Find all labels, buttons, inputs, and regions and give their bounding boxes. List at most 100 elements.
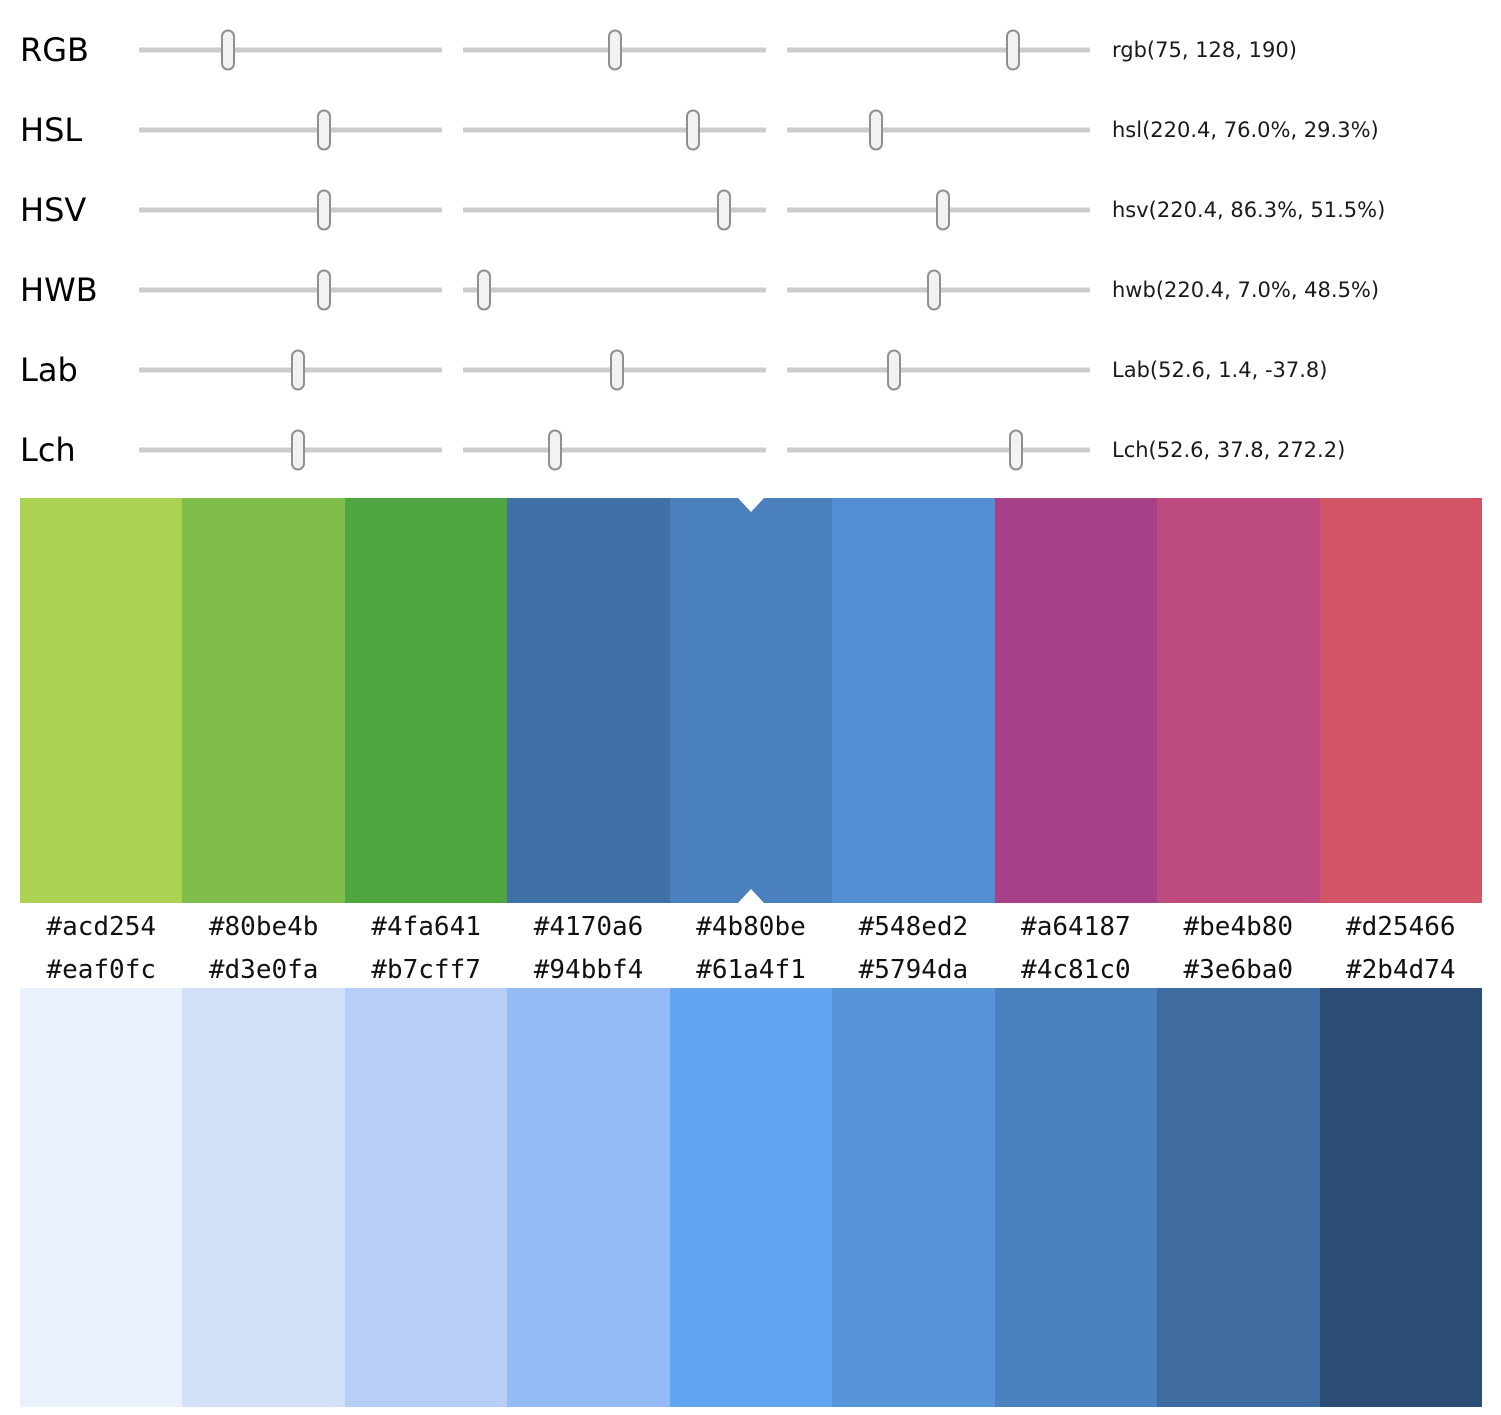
hex-label: #acd254	[46, 912, 156, 942]
palette-swatch[interactable]	[1157, 988, 1320, 1407]
slider-track	[139, 367, 442, 373]
palette-swatch[interactable]	[344, 988, 508, 1407]
slider-thumb[interactable]	[936, 189, 951, 231]
slider-track	[463, 207, 766, 213]
palette-swatch[interactable]	[507, 498, 670, 903]
slider-track	[787, 127, 1090, 133]
row-label-hsv: HSV	[20, 191, 87, 229]
slider-hsl-lightness[interactable]	[787, 107, 1090, 153]
palette-swatch[interactable]	[182, 498, 345, 903]
palette-swatch[interactable]	[20, 988, 183, 1407]
hex-label: #d3e0fa	[208, 954, 319, 985]
slider-thumb[interactable]	[1009, 429, 1024, 471]
slider-row-hsv: HSV hsv(220.4, 86.3%, 51.5%)	[0, 170, 1501, 250]
row-label-lab: Lab	[20, 351, 78, 389]
slider-lch-h[interactable]	[787, 427, 1090, 473]
slider-track	[139, 447, 442, 453]
hex-label: #4c81c0	[1021, 954, 1131, 985]
slider-thumb[interactable]	[686, 109, 701, 151]
slider-track	[463, 447, 766, 453]
color-value-hsl: hsl(220.4, 76.0%, 29.3%)	[1112, 118, 1379, 142]
color-value-rgb: rgb(75, 128, 190)	[1112, 38, 1297, 62]
slider-track	[463, 127, 766, 133]
slider-hsv-value[interactable]	[787, 187, 1090, 233]
slider-lab-l[interactable]	[139, 347, 442, 393]
palette-swatch-selected[interactable]	[669, 498, 833, 903]
palette-swatch[interactable]	[832, 498, 995, 903]
hue-palette	[20, 498, 1482, 903]
slider-thumb[interactable]	[1005, 29, 1020, 71]
slider-thumb[interactable]	[221, 29, 236, 71]
palette-swatch[interactable]	[20, 498, 183, 903]
palette-swatch[interactable]	[994, 498, 1158, 903]
hex-label: #b7cff7	[371, 954, 481, 985]
lightness-palette-hex-labels: #eaf0fc #d3e0fa #b7cff7 #94bbf4 #61a4f1 …	[20, 951, 1482, 988]
palette-swatch[interactable]	[344, 498, 508, 903]
slider-rgb-blue[interactable]	[787, 27, 1090, 73]
slider-thumb[interactable]	[887, 349, 902, 391]
hex-label: #4b80be	[696, 912, 806, 942]
slider-hwb-hue[interactable]	[139, 267, 442, 313]
slider-hsv-saturation[interactable]	[463, 187, 766, 233]
slider-track	[787, 447, 1090, 453]
hex-label: #be4b80	[1183, 912, 1294, 942]
palette-swatch[interactable]	[182, 988, 345, 1407]
palette-swatch[interactable]	[1319, 988, 1482, 1407]
slider-lab-a[interactable]	[463, 347, 766, 393]
hex-label: #4fa641	[371, 912, 481, 942]
slider-thumb[interactable]	[291, 429, 306, 471]
row-label-lch: Lch	[20, 431, 76, 469]
palette-swatch[interactable]	[669, 988, 833, 1407]
slider-lch-c[interactable]	[463, 427, 766, 473]
slider-rgb-red[interactable]	[139, 27, 442, 73]
slider-thumb[interactable]	[477, 269, 492, 311]
slider-hsv-hue[interactable]	[139, 187, 442, 233]
hex-label: #94bbf4	[533, 954, 644, 985]
slider-hwb-blackness[interactable]	[787, 267, 1090, 313]
hex-label: #3e6ba0	[1183, 954, 1294, 985]
hex-label: #d25466	[1345, 912, 1456, 942]
slider-hsl-hue[interactable]	[139, 107, 442, 153]
slider-thumb[interactable]	[317, 109, 332, 151]
slider-track	[463, 287, 766, 293]
hex-label: #5794da	[858, 954, 969, 985]
slider-thumb[interactable]	[291, 349, 306, 391]
palette-swatch[interactable]	[832, 988, 995, 1407]
slider-thumb[interactable]	[317, 269, 332, 311]
slider-thumb[interactable]	[317, 189, 332, 231]
slider-thumb[interactable]	[608, 29, 623, 71]
row-label-hwb: HWB	[20, 271, 98, 309]
slider-thumb[interactable]	[717, 189, 732, 231]
hex-label: #a64187	[1021, 912, 1131, 942]
row-label-hsl: HSL	[20, 111, 83, 149]
palette-swatch[interactable]	[1319, 498, 1482, 903]
slider-lch-l[interactable]	[139, 427, 442, 473]
slider-track	[139, 207, 442, 213]
palette-swatch[interactable]	[507, 988, 670, 1407]
hex-label: #2b4d74	[1345, 954, 1456, 985]
slider-track	[787, 367, 1090, 373]
row-label-rgb: RGB	[20, 31, 89, 69]
slider-row-hwb: HWB hwb(220.4, 7.0%, 48.5%)	[0, 250, 1501, 330]
slider-hsl-saturation[interactable]	[463, 107, 766, 153]
color-value-lab: Lab(52.6, 1.4, -37.8)	[1112, 358, 1328, 382]
lightness-palette	[20, 988, 1482, 1407]
palette-swatch[interactable]	[994, 988, 1158, 1407]
slider-rgb-green[interactable]	[463, 27, 766, 73]
slider-thumb[interactable]	[926, 269, 941, 311]
slider-track	[787, 47, 1090, 53]
slider-track	[139, 127, 442, 133]
slider-hwb-whiteness[interactable]	[463, 267, 766, 313]
slider-thumb[interactable]	[547, 429, 562, 471]
hex-label: #80be4b	[208, 912, 319, 942]
slider-row-lab: Lab Lab(52.6, 1.4, -37.8)	[0, 330, 1501, 410]
slider-thumb[interactable]	[868, 109, 883, 151]
slider-lab-b[interactable]	[787, 347, 1090, 393]
slider-row-lch: Lch Lch(52.6, 37.8, 272.2)	[0, 410, 1501, 490]
color-value-hsv: hsv(220.4, 86.3%, 51.5%)	[1112, 198, 1386, 222]
slider-track	[139, 47, 442, 53]
hex-label: #548ed2	[858, 912, 969, 942]
palette-swatch[interactable]	[1157, 498, 1320, 903]
color-value-lch: Lch(52.6, 37.8, 272.2)	[1112, 438, 1346, 462]
slider-thumb[interactable]	[609, 349, 624, 391]
